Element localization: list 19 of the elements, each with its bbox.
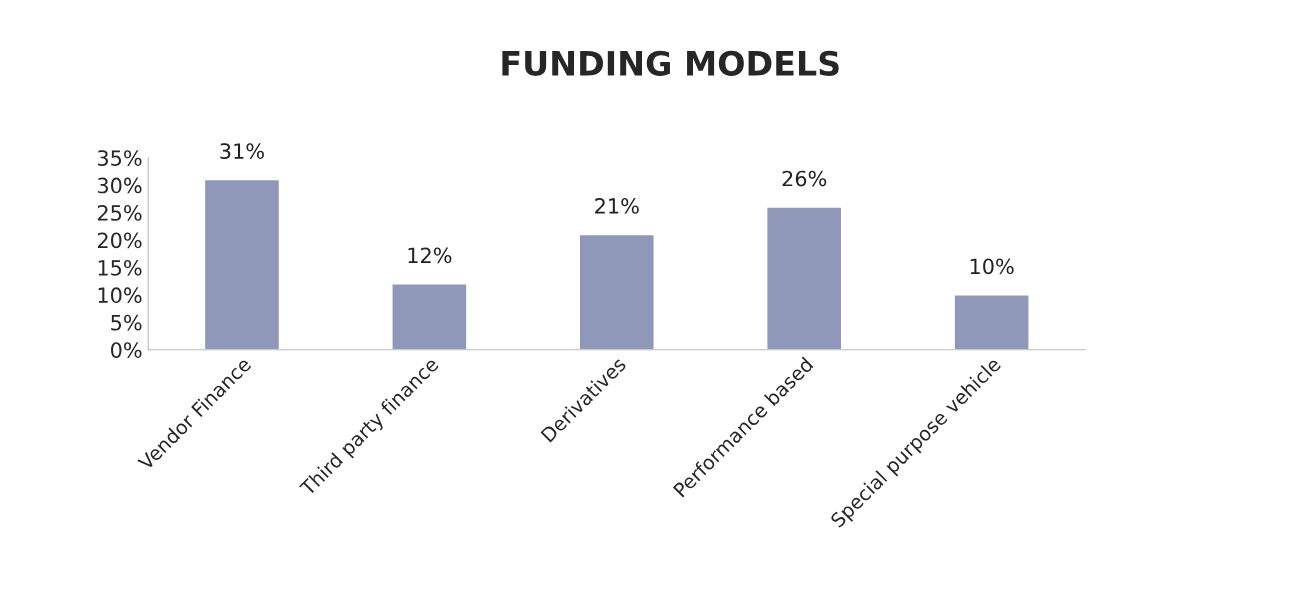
bar bbox=[391, 283, 468, 350]
y-tick-label: 20% bbox=[97, 232, 142, 249]
y-tick-label: 0% bbox=[111, 342, 142, 358]
chart-title: FUNDING MODELS bbox=[502, 50, 839, 76]
bar bbox=[766, 206, 843, 350]
y-tick-label: 30% bbox=[97, 177, 142, 194]
y-tick-label: 15% bbox=[98, 259, 142, 276]
data-label: 12% bbox=[408, 247, 452, 264]
data-label: 21% bbox=[595, 198, 639, 214]
bar bbox=[578, 233, 655, 350]
data-label: 31% bbox=[220, 143, 264, 159]
y-tick-label: 25% bbox=[97, 205, 142, 221]
y-tick-label: 35% bbox=[97, 150, 142, 166]
bar bbox=[203, 178, 281, 350]
bar bbox=[953, 294, 1030, 350]
data-label: 26% bbox=[782, 170, 827, 187]
y-tick-label: 10% bbox=[98, 287, 142, 304]
y-tick-label: 5% bbox=[111, 314, 142, 331]
data-label: 10% bbox=[970, 258, 1014, 275]
